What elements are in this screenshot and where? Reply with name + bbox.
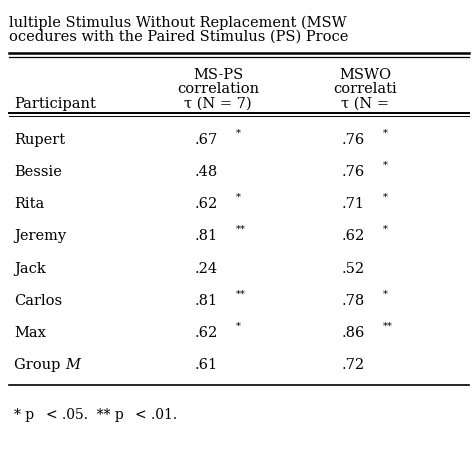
Text: .76: .76 (341, 165, 365, 179)
Text: correlation: correlation (177, 82, 259, 97)
Text: .76: .76 (341, 133, 365, 147)
Text: τ (N =: τ (N = (341, 97, 389, 111)
Text: .48: .48 (194, 165, 218, 179)
Text: .62: .62 (194, 197, 218, 211)
Text: *: * (383, 161, 388, 170)
Text: ocedures with the Paired Stimulus (PS) Proce: ocedures with the Paired Stimulus (PS) P… (9, 29, 349, 44)
Text: MSWO: MSWO (339, 68, 391, 82)
Text: Bessie: Bessie (14, 165, 62, 179)
Text: **: ** (383, 322, 393, 331)
Text: Carlos: Carlos (14, 294, 63, 308)
Text: Group: Group (14, 358, 65, 373)
Text: < .05.  ** p: < .05. ** p (46, 408, 123, 422)
Text: *: * (383, 128, 388, 137)
Text: *: * (236, 193, 241, 202)
Text: .52: .52 (342, 262, 365, 276)
Text: *: * (383, 290, 388, 299)
Text: .86: .86 (341, 326, 365, 340)
Text: Rita: Rita (14, 197, 45, 211)
Text: τ (N = 7): τ (N = 7) (184, 97, 252, 111)
Text: .81: .81 (195, 294, 218, 308)
Text: *: * (383, 225, 388, 234)
Text: < .01.: < .01. (135, 408, 177, 422)
Text: **: ** (236, 290, 246, 299)
Text: Jack: Jack (14, 262, 46, 276)
Text: Participant: Participant (14, 97, 96, 111)
Text: .61: .61 (195, 358, 218, 373)
Text: **: ** (236, 225, 246, 234)
Text: correlati: correlati (333, 82, 397, 97)
Text: .71: .71 (342, 197, 365, 211)
Text: Max: Max (14, 326, 46, 340)
Text: .72: .72 (342, 358, 365, 373)
Text: lultiple Stimulus Without Replacement (MSW: lultiple Stimulus Without Replacement (M… (9, 15, 347, 29)
Text: * p: * p (14, 408, 34, 422)
Text: .78: .78 (341, 294, 365, 308)
Text: MS-PS: MS-PS (193, 68, 243, 82)
Text: .24: .24 (195, 262, 218, 276)
Text: *: * (236, 128, 241, 137)
Text: .62: .62 (341, 229, 365, 244)
Text: Jeremy: Jeremy (14, 229, 66, 244)
Text: M: M (65, 358, 80, 373)
Text: .62: .62 (194, 326, 218, 340)
Text: .81: .81 (195, 229, 218, 244)
Text: *: * (236, 322, 241, 331)
Text: *: * (383, 193, 388, 202)
Text: Rupert: Rupert (14, 133, 65, 147)
Text: .67: .67 (194, 133, 218, 147)
